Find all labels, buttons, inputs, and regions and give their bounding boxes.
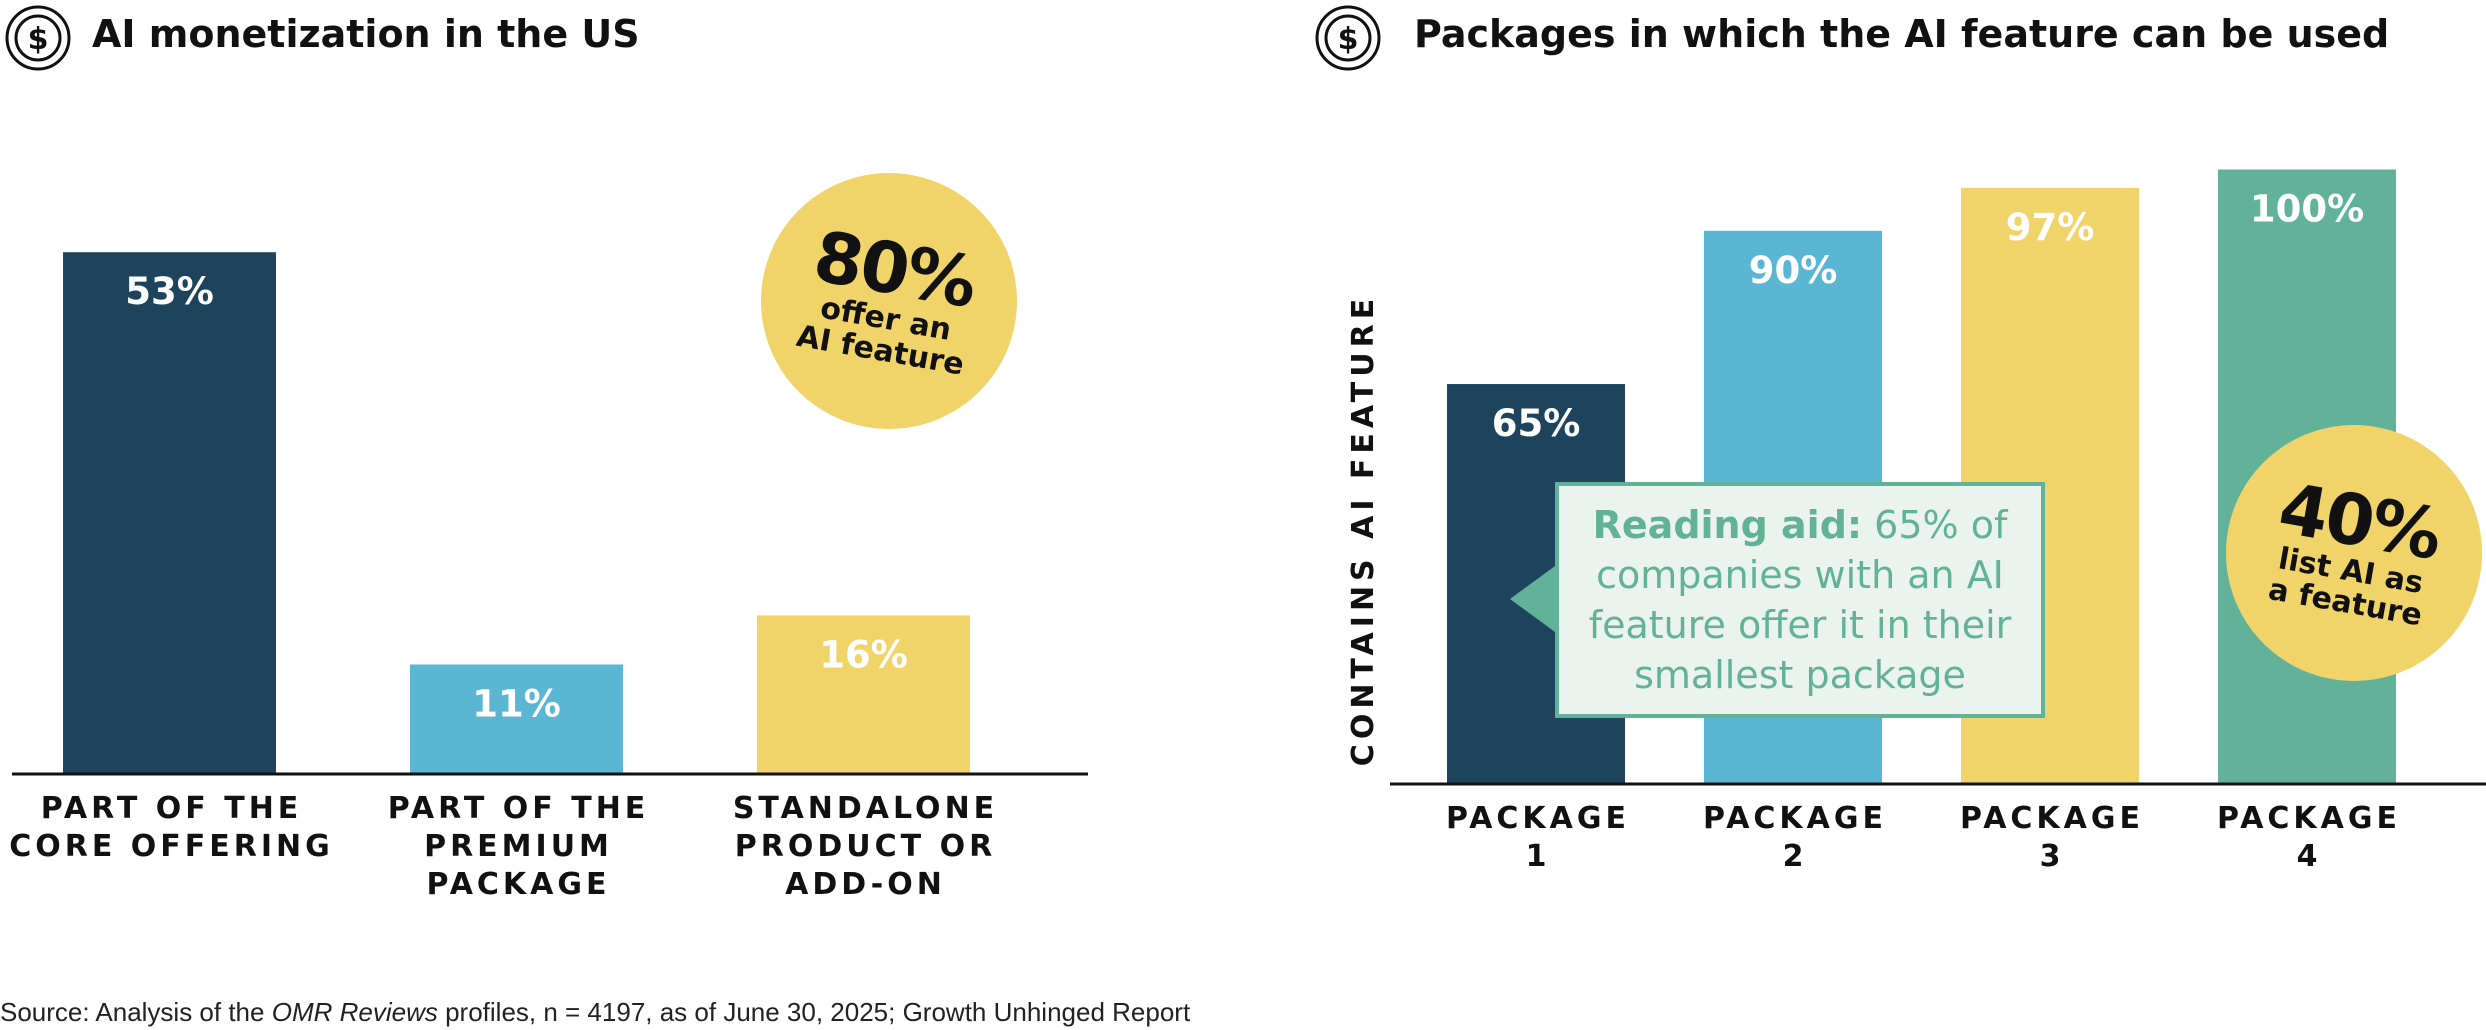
svg-text:$: $: [28, 22, 49, 57]
bar-value-label: 65%: [1492, 402, 1581, 445]
category-label: 4: [2297, 839, 2322, 874]
bar-value-label: 16%: [819, 633, 908, 676]
callout-bold-label: Reading aid:: [1592, 503, 1863, 547]
bar-3: [757, 615, 970, 773]
callout-pointer: [1510, 566, 1555, 632]
dollar-coin-icon: $: [1315, 5, 1381, 71]
bar-1: [63, 252, 276, 773]
bar-value-label: 97%: [2006, 206, 2095, 249]
category-label: 1: [1526, 839, 1551, 874]
category-label: ADD-ON: [785, 867, 946, 902]
bar-2: [410, 664, 623, 773]
badge-list-ai: 40% list AI as a feature: [2226, 425, 2482, 681]
bar-value-label: 90%: [1749, 249, 1838, 292]
category-label: CORE OFFERING: [9, 829, 334, 864]
callout-text: 65% of companies with an AI feature offe…: [1588, 503, 2012, 697]
source-note: Source: Analysis of the OMR Reviews prof…: [0, 997, 1191, 1027]
badge-ai-feature: 80% offer an AI feature: [761, 173, 1017, 429]
reading-aid-callout: Reading aid: 65% of companies with an AI…: [1555, 482, 2045, 718]
category-label: PREMIUM: [424, 829, 613, 864]
category-label: 2: [1783, 839, 1808, 874]
chart-title-monetization: AI monetization in the US: [92, 12, 640, 56]
category-label: PRODUCT OR: [735, 829, 996, 864]
category-label: PACKAGE: [1446, 801, 1630, 836]
dollar-coin-icon: $: [5, 5, 71, 71]
category-label: PART OF THE: [41, 791, 303, 826]
category-label: PART OF THE: [388, 791, 650, 826]
bar-value-label: 53%: [125, 270, 214, 313]
y-axis-title: CONTAINS AI FEATURE: [1346, 294, 1381, 766]
bar-value-label: 11%: [472, 683, 561, 726]
category-label: 3: [2040, 839, 2065, 874]
category-label: PACKAGE: [1960, 801, 2144, 836]
chart-title-packages: Packages in which the AI feature can be …: [1414, 12, 2390, 56]
category-label: STANDALONE: [733, 791, 998, 826]
category-label: PACKAGE: [426, 867, 610, 902]
bar-value-label: 100%: [2250, 188, 2364, 231]
category-label: PACKAGE: [2217, 801, 2401, 836]
category-label: PACKAGE: [1703, 801, 1887, 836]
svg-text:$: $: [1338, 22, 1359, 57]
